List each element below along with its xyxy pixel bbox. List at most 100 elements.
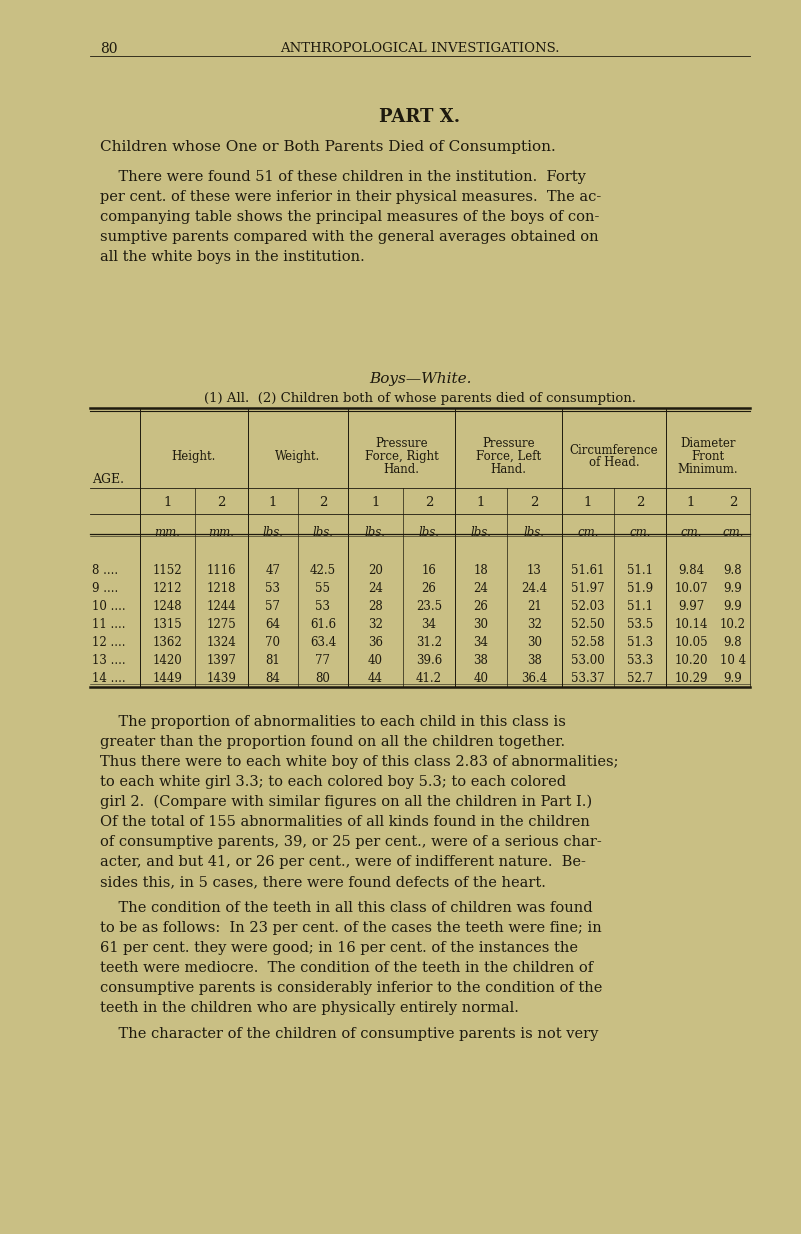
Text: 57: 57 xyxy=(265,600,280,613)
Text: cm.: cm. xyxy=(723,526,744,539)
Text: 1: 1 xyxy=(269,496,277,508)
Text: 21: 21 xyxy=(527,600,541,613)
Text: 1324: 1324 xyxy=(207,636,236,649)
Text: 18: 18 xyxy=(473,564,489,578)
Text: Hand.: Hand. xyxy=(490,463,526,476)
Text: (1) All.  (2) Children both of whose parents died of consumption.: (1) All. (2) Children both of whose pare… xyxy=(204,392,636,405)
Text: 9.84: 9.84 xyxy=(678,564,704,578)
Text: 63.4: 63.4 xyxy=(310,636,336,649)
Text: consumptive parents is considerably inferior to the condition of the: consumptive parents is considerably infe… xyxy=(100,981,602,995)
Text: Force, Right: Force, Right xyxy=(364,450,438,463)
Text: 26: 26 xyxy=(473,600,489,613)
Text: 9.9: 9.9 xyxy=(723,600,743,613)
Text: 34: 34 xyxy=(473,636,489,649)
Text: 53.3: 53.3 xyxy=(627,654,653,668)
Text: 1: 1 xyxy=(372,496,380,508)
Text: mm.: mm. xyxy=(155,526,180,539)
Text: of Head.: of Head. xyxy=(589,457,639,469)
Text: The condition of the teeth in all this class of children was found: The condition of the teeth in all this c… xyxy=(100,901,593,914)
Text: 34: 34 xyxy=(421,618,437,631)
Text: greater than the proportion found on all the children together.: greater than the proportion found on all… xyxy=(100,735,566,749)
Text: 9.9: 9.9 xyxy=(723,673,743,685)
Text: 70: 70 xyxy=(265,636,280,649)
Text: Front: Front xyxy=(691,450,725,463)
Text: lbs.: lbs. xyxy=(263,526,284,539)
Text: 81: 81 xyxy=(266,654,280,668)
Text: 84: 84 xyxy=(266,673,280,685)
Text: 1: 1 xyxy=(584,496,592,508)
Text: 51.3: 51.3 xyxy=(627,636,653,649)
Text: 24.4: 24.4 xyxy=(521,582,548,595)
Text: 8 ....: 8 .... xyxy=(92,564,118,578)
Text: 53.00: 53.00 xyxy=(571,654,605,668)
Text: lbs.: lbs. xyxy=(365,526,386,539)
Text: 10.05: 10.05 xyxy=(674,636,708,649)
Text: Diameter: Diameter xyxy=(680,437,736,450)
Text: 26: 26 xyxy=(421,582,437,595)
Text: 32: 32 xyxy=(527,618,542,631)
Text: 40: 40 xyxy=(473,673,489,685)
Text: 77: 77 xyxy=(316,654,331,668)
Text: 23.5: 23.5 xyxy=(416,600,442,613)
Text: 51.1: 51.1 xyxy=(627,600,653,613)
Text: lbs.: lbs. xyxy=(524,526,545,539)
Text: 61 per cent. they were good; in 16 per cent. of the instances the: 61 per cent. they were good; in 16 per c… xyxy=(100,942,578,955)
Text: Pressure: Pressure xyxy=(482,437,535,450)
Text: to be as follows:  In 23 per cent. of the cases the teeth were fine; in: to be as follows: In 23 per cent. of the… xyxy=(100,921,602,935)
Text: 31.2: 31.2 xyxy=(416,636,442,649)
Text: Force, Left: Force, Left xyxy=(476,450,541,463)
Text: 24: 24 xyxy=(368,582,383,595)
Text: 11 ....: 11 .... xyxy=(92,618,126,631)
Text: 13: 13 xyxy=(527,564,542,578)
Text: 10.14: 10.14 xyxy=(674,618,708,631)
Text: The character of the children of consumptive parents is not very: The character of the children of consump… xyxy=(100,1027,598,1041)
Text: AGE.: AGE. xyxy=(92,473,124,486)
Text: 53: 53 xyxy=(265,582,280,595)
Text: mm.: mm. xyxy=(208,526,235,539)
Text: Children whose One or Both Parents Died of Consumption.: Children whose One or Both Parents Died … xyxy=(100,139,556,154)
Text: 1244: 1244 xyxy=(207,600,236,613)
Text: cm.: cm. xyxy=(578,526,599,539)
Text: 51.61: 51.61 xyxy=(571,564,605,578)
Text: 12 ....: 12 .... xyxy=(92,636,126,649)
Text: 2: 2 xyxy=(729,496,737,508)
Text: 1420: 1420 xyxy=(153,654,183,668)
Text: 1: 1 xyxy=(163,496,171,508)
Text: 38: 38 xyxy=(527,654,542,668)
Text: 28: 28 xyxy=(368,600,383,613)
Text: 2: 2 xyxy=(319,496,327,508)
Text: 1116: 1116 xyxy=(207,564,236,578)
Text: 38: 38 xyxy=(473,654,489,668)
Text: sides this, in 5 cases, there were found defects of the heart.: sides this, in 5 cases, there were found… xyxy=(100,875,545,888)
Text: Pressure: Pressure xyxy=(375,437,428,450)
Text: sumptive parents compared with the general averages obtained on: sumptive parents compared with the gener… xyxy=(100,230,598,244)
Text: 16: 16 xyxy=(421,564,437,578)
Text: lbs.: lbs. xyxy=(312,526,333,539)
Text: 1152: 1152 xyxy=(153,564,183,578)
Text: 1315: 1315 xyxy=(153,618,183,631)
Text: teeth were mediocre.  The condition of the teeth in the children of: teeth were mediocre. The condition of th… xyxy=(100,961,593,975)
Text: 1397: 1397 xyxy=(207,654,236,668)
Text: 36.4: 36.4 xyxy=(521,673,548,685)
Text: 13 ....: 13 .... xyxy=(92,654,126,668)
Text: 9 ....: 9 .... xyxy=(92,582,119,595)
Text: Boys—White.: Boys—White. xyxy=(368,371,471,386)
Text: acter, and but 41, or 26 per cent., were of indifferent nature.  Be-: acter, and but 41, or 26 per cent., were… xyxy=(100,855,586,869)
Text: 36: 36 xyxy=(368,636,383,649)
Text: Weight.: Weight. xyxy=(276,450,320,463)
Text: Minimum.: Minimum. xyxy=(678,463,739,476)
Text: 40: 40 xyxy=(368,654,383,668)
Text: 10.20: 10.20 xyxy=(674,654,708,668)
Text: 47: 47 xyxy=(265,564,280,578)
Text: lbs.: lbs. xyxy=(418,526,440,539)
Text: 24: 24 xyxy=(473,582,489,595)
Text: 1362: 1362 xyxy=(153,636,183,649)
Text: cm.: cm. xyxy=(630,526,650,539)
Text: 1439: 1439 xyxy=(207,673,236,685)
Text: per cent. of these were inferior in their physical measures.  The ac-: per cent. of these were inferior in thei… xyxy=(100,190,602,204)
Text: 10 4: 10 4 xyxy=(720,654,746,668)
Text: companying table shows the principal measures of the boys of con-: companying table shows the principal mea… xyxy=(100,210,599,225)
Text: ANTHROPOLOGICAL INVESTIGATIONS.: ANTHROPOLOGICAL INVESTIGATIONS. xyxy=(280,42,560,56)
Text: Hand.: Hand. xyxy=(384,463,420,476)
Text: 1: 1 xyxy=(477,496,485,508)
